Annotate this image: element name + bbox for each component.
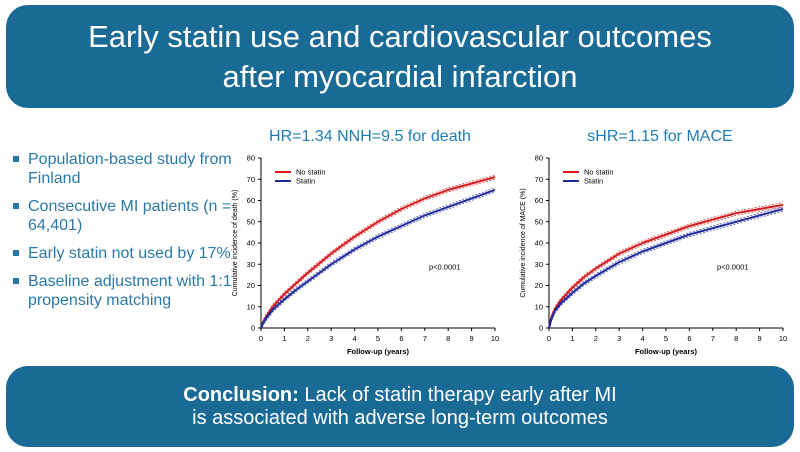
mace-chart-series-1-lower-ci <box>548 210 784 331</box>
death-chart-x-tick-label: 4 <box>353 334 357 343</box>
conclusion-text-1: Lack of statin therapy early after MI <box>298 383 617 406</box>
death-chart-legend-label-0: No statin <box>296 168 326 177</box>
mace-chart-x-tick-label: 7 <box>711 334 715 343</box>
death-chart-legend-label-1: Statin <box>296 177 315 186</box>
death-chart-y-tick-label: 60 <box>247 196 255 205</box>
death-chart-series-0-lower-ci <box>260 178 496 331</box>
bullet-item: Early statin not used by 17% <box>12 244 234 263</box>
mace-chart-x-tick-label: 2 <box>594 334 598 343</box>
mace-chart-y-tick-label: 80 <box>535 154 543 163</box>
conclusion-banner: Conclusion: Lack of statin therapy early… <box>6 366 794 447</box>
conclusion-line-1: Conclusion: Lack of statin therapy early… <box>183 384 616 407</box>
death-chart-p-value: p<0.0001 <box>429 263 461 272</box>
death-chart-x-tick-label: 0 <box>259 334 263 343</box>
death-chart-x-tick-label: 1 <box>282 334 286 343</box>
mace-chart-y-tick-label: 40 <box>535 239 543 248</box>
death-chart-x-tick-label: 10 <box>491 334 499 343</box>
mace-chart-series-0-lower-ci <box>548 206 784 331</box>
bullet-item: Baseline adjustment with 1:1 propensity … <box>12 272 234 310</box>
death-chart-y-tick-label: 80 <box>247 154 255 163</box>
conclusion-line-2: is associated with adverse long-term out… <box>192 406 608 429</box>
death-chart-x-axis-label: Follow-up (years) <box>347 347 410 356</box>
death-chart-x-tick-label: 6 <box>399 334 403 343</box>
mace-chart-y-tick-label: 20 <box>535 281 543 290</box>
death-chart-title: HR=1.34 NNH=9.5 for death <box>269 128 471 145</box>
mace-chart-y-tick-label: 70 <box>535 175 543 184</box>
title-line-1: Early statin use and cardiovascular outc… <box>88 18 712 54</box>
key-points-list: Population-based study from Finland Cons… <box>12 150 234 319</box>
title-banner: Early statin use and cardiovascular outc… <box>6 5 794 108</box>
bullet-item: Population-based study from Finland <box>12 150 234 188</box>
mace-chart-title: sHR=1.15 for MACE <box>587 128 733 145</box>
mace-chart-legend-label-0: No statin <box>584 168 614 177</box>
mace-chart-y-tick-label: 60 <box>535 196 543 205</box>
death-chart-y-tick-label: 30 <box>247 260 255 269</box>
mace-chart-series-0-upper-ci <box>548 202 784 326</box>
death-chart-series-0-upper-ci <box>260 174 496 327</box>
bullet-square-icon <box>13 278 19 284</box>
death-chart-series-1-lower-ci <box>260 191 496 331</box>
death-incidence-chart: 0 10 20 30 40 50 60 70 80 0 1 2 3 4 5 6 7 8 9 10 Follow-up (… <box>232 154 499 357</box>
mace-chart-x-tick-label: 8 <box>734 334 738 343</box>
death-chart-x-tick-label: 5 <box>376 334 380 343</box>
mace-chart-x-tick-label: 10 <box>779 334 787 343</box>
bullet-text: Baseline adjustment with 1:1 propensity … <box>28 273 232 309</box>
death-chart-y-tick-label: 70 <box>247 175 255 184</box>
mace-chart-x-tick-label: 1 <box>570 334 574 343</box>
death-chart-series-1-upper-ci <box>260 187 496 327</box>
death-chart-y-axis-label: Cumulative incidence of death (%) <box>232 190 239 297</box>
bullet-text: Early statin not used by 17% <box>28 245 231 262</box>
death-chart-x-tick-label: 7 <box>423 334 427 343</box>
death-chart-y-tick-label: 10 <box>247 302 255 311</box>
death-chart-x-tick-label: 8 <box>446 334 450 343</box>
death-chart-series-0-line <box>260 176 496 329</box>
mace-chart-x-tick-label: 4 <box>641 334 645 343</box>
mace-chart-p-value: p<0.0001 <box>717 263 749 272</box>
mace-chart-x-tick-label: 9 <box>758 334 762 343</box>
mace-chart-y-tick-label: 50 <box>535 217 543 226</box>
death-chart-y-tick-label: 20 <box>247 281 255 290</box>
mace-chart-series-1-line <box>548 208 784 329</box>
bullet-text: Consecutive MI patients (n = 64,401) <box>28 198 232 234</box>
mace-chart-x-tick-label: 0 <box>547 334 551 343</box>
death-chart-y-tick-label: 0 <box>251 324 255 333</box>
death-chart-series-1-line <box>260 188 496 329</box>
mace-chart-x-axis-label: Follow-up (years) <box>635 347 698 356</box>
death-chart-x-tick-label: 2 <box>306 334 310 343</box>
conclusion-label: Conclusion: <box>183 383 299 406</box>
mace-chart-series-1-upper-ci <box>548 206 784 327</box>
death-chart-y-tick-label: 40 <box>247 239 255 248</box>
death-chart-y-tick-label: 50 <box>247 217 255 226</box>
mace-chart-x-tick-label: 3 <box>617 334 621 343</box>
mace-incidence-chart: 0 10 20 30 40 50 60 70 80 0 1 2 3 4 5 6 7 8 9 10 Follow-up (… <box>520 154 787 357</box>
mace-chart-x-tick-label: 5 <box>664 334 668 343</box>
mace-chart-y-tick-label: 10 <box>535 302 543 311</box>
bullet-text: Population-based study from Finland <box>28 151 232 187</box>
mace-chart-x-tick-label: 6 <box>687 334 691 343</box>
mace-chart-y-tick-label: 0 <box>539 324 543 333</box>
bullet-square-icon <box>13 203 19 209</box>
bullet-item: Consecutive MI patients (n = 64,401) <box>12 197 234 235</box>
bullet-square-icon <box>13 250 19 256</box>
mace-chart-y-tick-label: 30 <box>535 260 543 269</box>
bullet-square-icon <box>13 156 19 162</box>
death-chart-x-tick-label: 3 <box>329 334 333 343</box>
death-chart-x-tick-label: 9 <box>470 334 474 343</box>
title-line-2: after myocardial infarction <box>222 58 578 94</box>
mace-chart-legend-label-1: Statin <box>584 177 603 186</box>
mace-chart-y-axis-label: Cumulative incidence of MACE (%) <box>520 188 527 297</box>
